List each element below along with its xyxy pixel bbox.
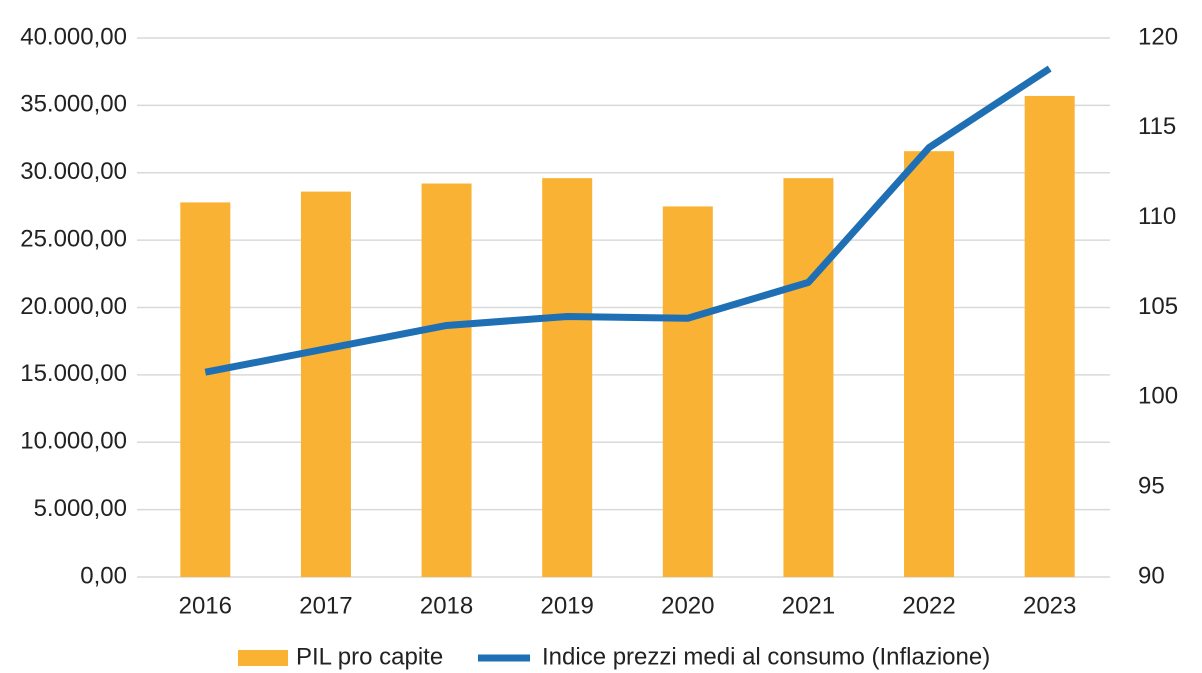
y2-tick-label: 105: [1138, 293, 1178, 320]
x-tick-label: 2023: [1023, 592, 1076, 619]
y-tick-label: 40.000,00: [20, 23, 127, 50]
legend-label: Indice prezzi medi al consumo (Inflazion…: [542, 643, 990, 670]
line: [204, 65, 1052, 376]
legend-swatch: [238, 650, 288, 666]
y2-tick-label: 100: [1138, 383, 1178, 410]
y2-tick-label: 90: [1138, 562, 1165, 589]
y2-tick-label: 115: [1138, 113, 1176, 140]
x-tick-label: 2021: [782, 592, 835, 619]
legend-label: PIL pro capite: [296, 643, 443, 670]
bar: [542, 178, 593, 577]
y2-tick-label: 120: [1138, 23, 1178, 50]
x-tick-label: 2019: [540, 592, 593, 619]
y-tick-label: 10.000,00: [20, 428, 127, 455]
x-tick-label: 2018: [420, 592, 473, 619]
bar: [300, 191, 351, 578]
bar: [180, 202, 231, 577]
y-tick-label: 5.000,00: [34, 495, 127, 522]
x-tick-label: 2022: [902, 592, 955, 619]
bar: [904, 151, 955, 577]
y-tick-label: 30.000,00: [20, 158, 127, 185]
x-tick-label: 2020: [661, 592, 714, 619]
bar: [662, 206, 713, 577]
x-tick-label: 2016: [179, 592, 232, 619]
y-tick-label: 25.000,00: [20, 225, 127, 252]
bar: [783, 178, 834, 577]
y2-tick-label: 95: [1138, 473, 1165, 500]
y-tick-label: 20.000,00: [20, 293, 127, 320]
y-tick-label: 35.000,00: [20, 91, 127, 118]
y-tick-label: 15.000,00: [20, 360, 127, 387]
y2-tick-label: 110: [1138, 203, 1176, 230]
bar: [1024, 95, 1075, 577]
bar: [421, 183, 472, 577]
x-tick-label: 2017: [299, 592, 352, 619]
y-tick-label: 0,00: [80, 562, 127, 589]
